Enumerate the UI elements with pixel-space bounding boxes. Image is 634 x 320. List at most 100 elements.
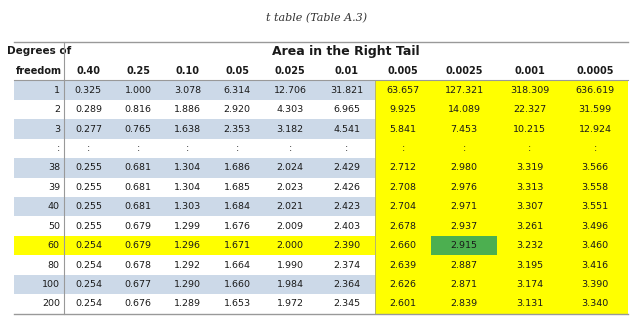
Text: 0.765: 0.765 [124,124,152,133]
Text: 2.364: 2.364 [333,280,360,289]
Bar [497,275,562,294]
Text: 6.965: 6.965 [333,105,360,114]
Bar [562,236,628,255]
Bar [163,216,212,236]
Bar [497,100,562,119]
Text: 2.712: 2.712 [390,164,417,172]
Bar [212,158,262,178]
Text: 0.254: 0.254 [75,280,102,289]
Bar [318,139,375,158]
Bar [113,100,163,119]
Text: 1.886: 1.886 [174,105,201,114]
Text: 1.653: 1.653 [224,300,251,308]
Bar [163,197,212,216]
Bar [63,216,113,236]
Text: 1: 1 [54,86,60,95]
Text: 5.841: 5.841 [390,124,417,133]
Text: 2.426: 2.426 [333,183,360,192]
Bar [375,275,431,294]
Text: :: : [401,144,405,153]
Text: 4.303: 4.303 [276,105,304,114]
Text: 0.10: 0.10 [176,66,200,76]
Bar [318,294,375,314]
Bar [497,158,562,178]
Bar [375,294,431,314]
Bar [375,197,431,216]
Bar [562,178,628,197]
Text: 38: 38 [48,164,60,172]
Bar [63,100,113,119]
Text: 3.261: 3.261 [516,222,543,231]
Text: 1.303: 1.303 [174,202,201,211]
Text: 2.009: 2.009 [276,222,304,231]
Text: 0.681: 0.681 [124,164,152,172]
Text: 3.460: 3.460 [581,241,609,250]
Text: 2.023: 2.023 [276,183,304,192]
Text: 2.660: 2.660 [390,241,417,250]
Bar [262,236,318,255]
Bar [431,178,497,197]
Text: 7.453: 7.453 [451,124,477,133]
Text: 2.708: 2.708 [390,183,417,192]
Text: :: : [528,144,531,153]
Text: :: : [186,144,189,153]
Bar [318,178,375,197]
Text: 127.321: 127.321 [444,86,484,95]
Text: 1.304: 1.304 [174,164,201,172]
Bar [63,178,113,197]
Text: 3.232: 3.232 [516,241,543,250]
Text: freedom: freedom [16,66,62,76]
Bar [113,158,163,178]
Text: 3.340: 3.340 [581,300,609,308]
Bar [431,139,497,158]
Bar [318,236,375,255]
Bar [212,236,262,255]
Bar [431,275,497,294]
Bar [163,294,212,314]
Bar [497,216,562,236]
Text: 0.681: 0.681 [124,202,152,211]
Bar [113,197,163,216]
Bar [262,100,318,119]
Bar [431,100,497,119]
Bar [318,216,375,236]
Bar [375,139,431,158]
Bar [212,197,262,216]
Text: 2.345: 2.345 [333,300,360,308]
Bar [163,275,212,294]
Bar [431,80,497,100]
Bar [262,178,318,197]
Text: 1.304: 1.304 [174,183,201,192]
Text: 2.353: 2.353 [224,124,251,133]
Text: 14.089: 14.089 [448,105,481,114]
Text: 200: 200 [42,300,60,308]
Bar [63,236,113,255]
Text: 2.021: 2.021 [276,202,304,211]
Bar [562,294,628,314]
Text: 1.292: 1.292 [174,260,201,269]
Text: :: : [593,144,597,153]
Bar [14,80,63,100]
Bar [497,197,562,216]
Text: 2: 2 [54,105,60,114]
Bar [497,119,562,139]
Bar [113,255,163,275]
Bar [375,158,431,178]
Text: 60: 60 [48,241,60,250]
Bar [497,178,562,197]
Text: 100: 100 [42,280,60,289]
Text: 2.678: 2.678 [390,222,417,231]
Bar [14,42,628,80]
Bar [375,216,431,236]
Text: 0.277: 0.277 [75,124,102,133]
Text: 1.990: 1.990 [276,260,304,269]
Bar [113,294,163,314]
Text: 0.325: 0.325 [75,86,102,95]
Bar [14,158,63,178]
Bar [163,139,212,158]
Text: 9.925: 9.925 [390,105,417,114]
Text: 6.314: 6.314 [224,86,251,95]
Text: :: : [136,144,139,153]
Text: 1.000: 1.000 [124,86,152,95]
Text: t table (Table A.3): t table (Table A.3) [266,13,368,23]
